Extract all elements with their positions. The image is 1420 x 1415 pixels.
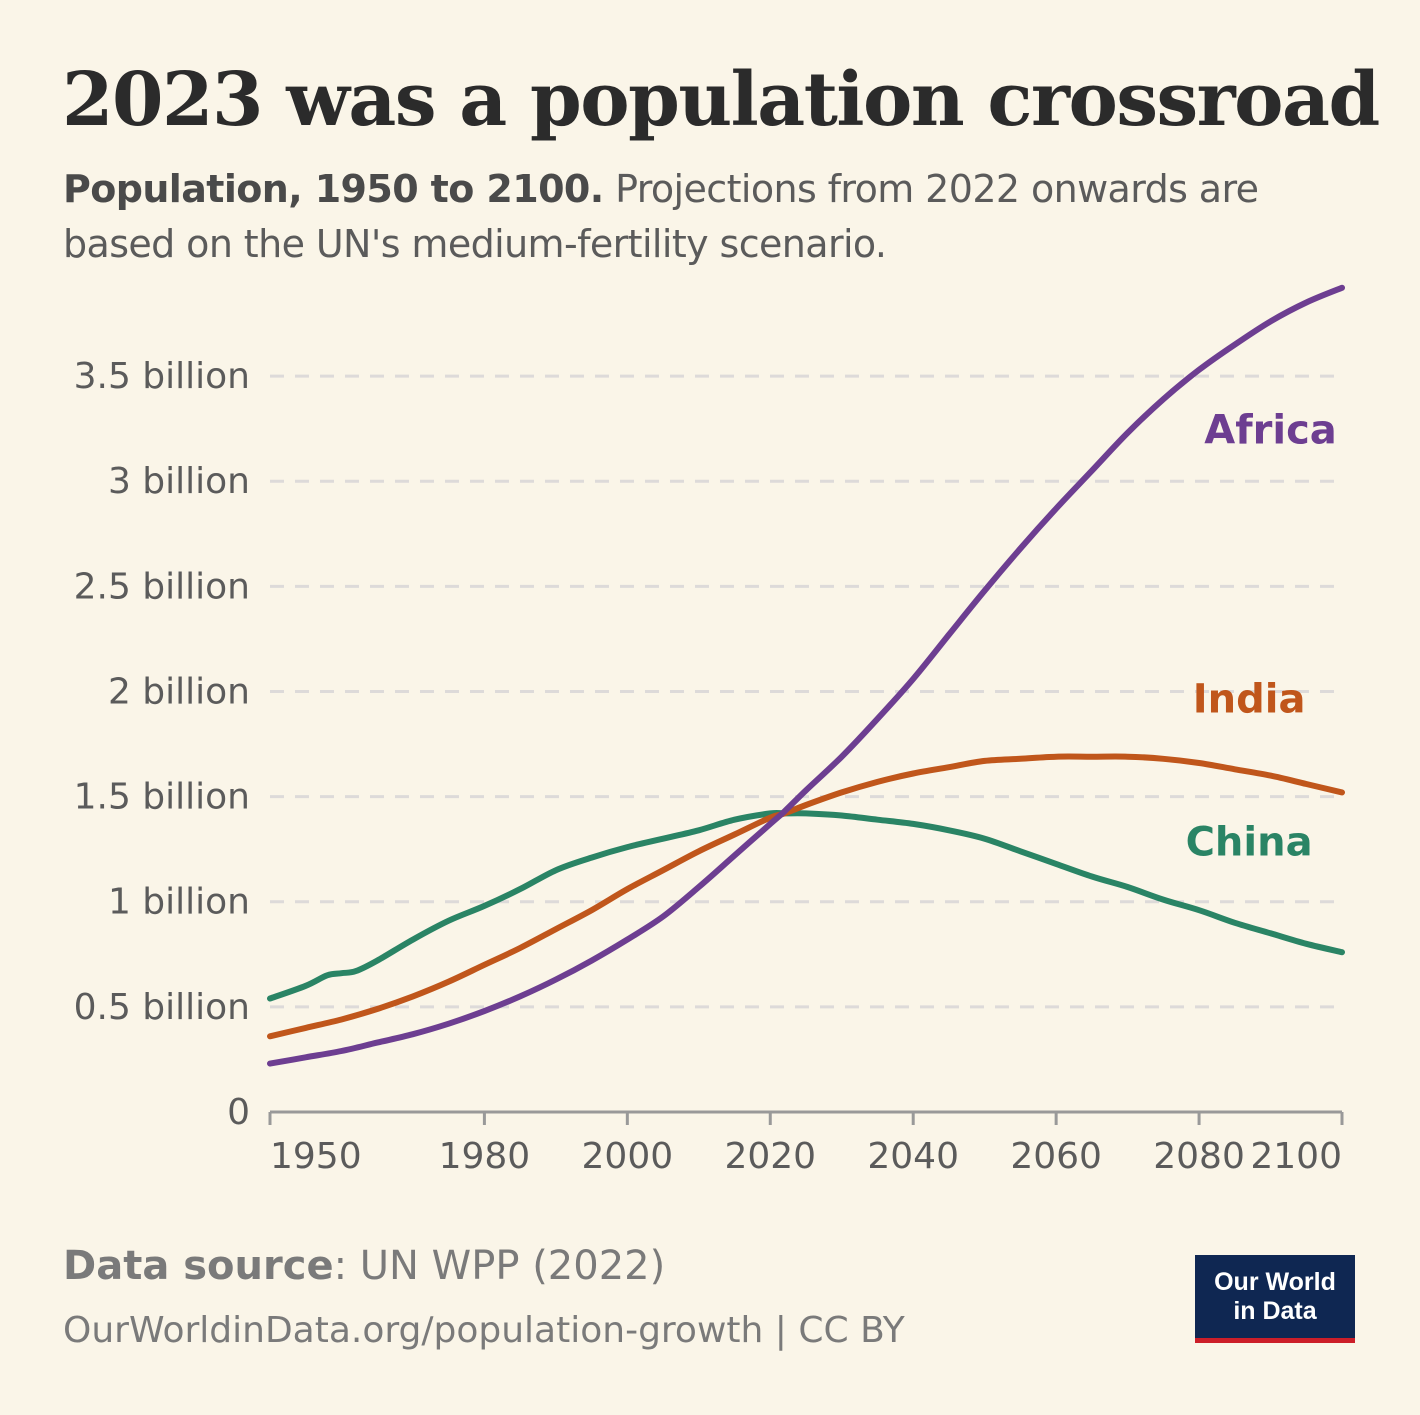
x-tick-label: 2000 [582,1136,674,1177]
line-chart: 0 0.5 billion 1 billion 1.5 billion 2 billio… [74,284,1345,1177]
chart-subtitle: Population, 1950 to 2100. Projections fr… [63,162,1353,272]
source-value: : UN WPP (2022) [333,1243,666,1289]
x-tick-label: 1980 [439,1136,531,1177]
y-tick-label: 1 billion [108,882,250,923]
x-tick-label: 2020 [724,1136,816,1177]
source-label: Data source [63,1243,334,1289]
y-tick-label: 3.5 billion [74,356,250,397]
series-label-africa: Africa [1204,407,1337,453]
logo-line-1: Our World [1214,1267,1336,1296]
series-line-africa[interactable] [267,284,1345,1067]
logo-line-2: in Data [1233,1296,1317,1325]
data-source: Data source: UN WPP (2022) [63,1238,665,1294]
source-url[interactable]: OurWorldinData.org/population-growth | C… [63,1310,905,1351]
y-tick-label: 0.5 billion [74,987,250,1028]
owid-logo[interactable]: Our World in Data [1195,1255,1355,1343]
series-labels: Africa India China [1186,407,1337,865]
series-line-india[interactable] [267,753,1345,1040]
series-label-india: India [1193,677,1306,723]
x-tick-label: 1950 [270,1136,362,1177]
y-tick-label: 2 billion [108,671,250,712]
subtitle-rest: Projections from 2022 onwards are based … [63,167,1259,266]
y-axis: 0 0.5 billion 1 billion 1.5 billion 2 billio… [74,356,250,1133]
y-tick-label: 0 [227,1092,250,1133]
y-tick-label: 3 billion [108,461,250,502]
x-axis: 1950 1980 2000 2020 2040 2060 2080 2100 [268,1110,1344,1177]
y-tick-label: 1.5 billion [74,777,250,818]
series-label-china: China [1186,819,1313,865]
subtitle-bold: Population, 1950 to 2100. [63,167,604,211]
grid-layer [270,374,1342,1009]
x-tick-label: 2060 [1010,1136,1102,1177]
x-tick-label: 2100 [1250,1136,1342,1177]
x-tick-label: 2040 [867,1136,959,1177]
x-tick-label: 2080 [1153,1136,1245,1177]
series-line-china[interactable] [267,809,1345,1002]
chart-title: 2023 was a population crossroad [62,57,1380,143]
series-layer [267,284,1345,1067]
y-tick-label: 2.5 billion [74,566,250,607]
